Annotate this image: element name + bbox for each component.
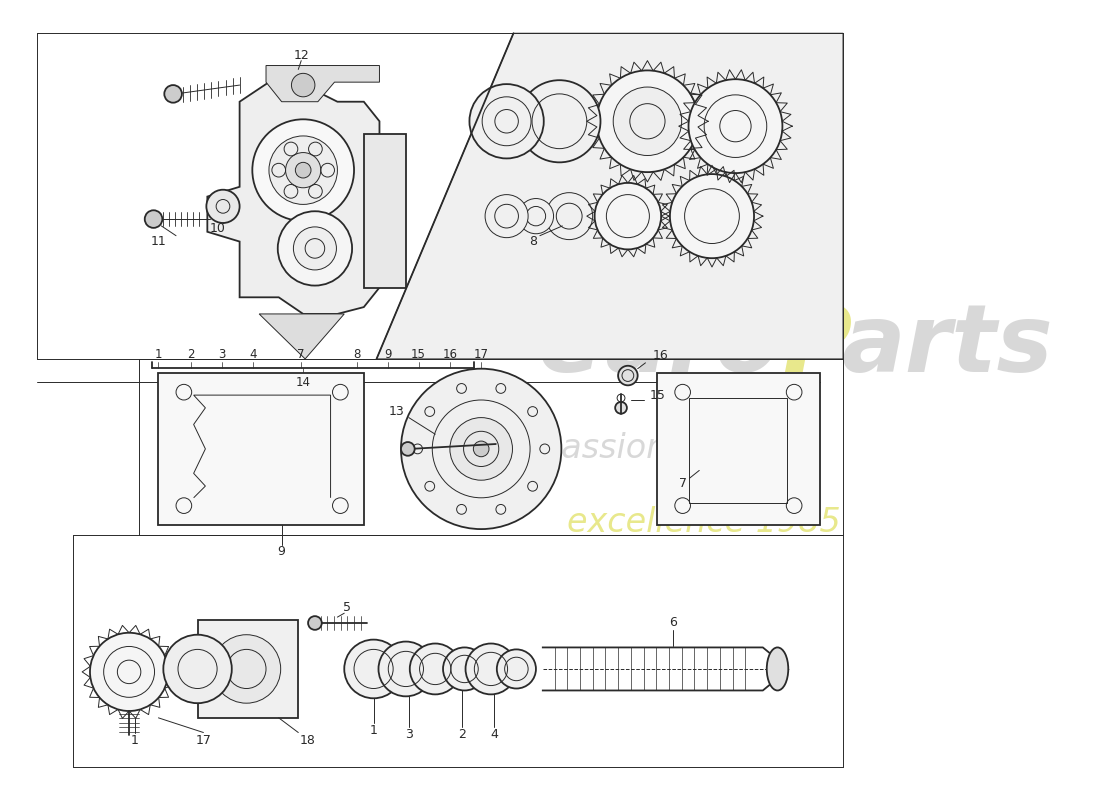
Polygon shape <box>266 66 380 102</box>
Text: a passion for: a passion for <box>508 432 724 466</box>
Text: 3: 3 <box>405 728 412 741</box>
Circle shape <box>595 183 661 250</box>
Ellipse shape <box>767 647 789 690</box>
Circle shape <box>546 193 593 240</box>
Circle shape <box>90 633 168 711</box>
Text: euro: euro <box>538 300 781 392</box>
Text: 9: 9 <box>277 545 286 558</box>
Circle shape <box>164 85 182 102</box>
Text: 1: 1 <box>370 724 377 737</box>
Circle shape <box>212 634 280 703</box>
Text: 2: 2 <box>458 728 465 741</box>
Text: 12: 12 <box>294 50 309 62</box>
Polygon shape <box>158 373 364 525</box>
Circle shape <box>268 136 338 205</box>
Text: 16: 16 <box>442 347 458 361</box>
Text: 15: 15 <box>649 389 666 402</box>
Text: 10: 10 <box>209 222 226 235</box>
Circle shape <box>613 87 682 155</box>
Circle shape <box>286 153 321 188</box>
Circle shape <box>378 642 433 696</box>
Text: excellence 1985: excellence 1985 <box>568 506 842 538</box>
Circle shape <box>294 227 337 270</box>
Polygon shape <box>364 134 406 287</box>
Circle shape <box>308 616 322 630</box>
Circle shape <box>402 369 561 529</box>
Text: 13: 13 <box>388 406 404 418</box>
Text: 15: 15 <box>411 347 426 361</box>
Circle shape <box>497 650 536 689</box>
Text: 9: 9 <box>385 347 392 361</box>
Text: P: P <box>782 300 851 392</box>
Circle shape <box>618 366 638 386</box>
Circle shape <box>689 79 782 173</box>
Circle shape <box>292 74 315 97</box>
Text: 1: 1 <box>131 734 139 747</box>
Circle shape <box>485 194 528 238</box>
Text: 6: 6 <box>669 617 676 630</box>
Polygon shape <box>198 620 298 718</box>
Text: 18: 18 <box>300 734 316 747</box>
Text: 2: 2 <box>187 347 195 361</box>
Text: 7: 7 <box>297 347 305 361</box>
Circle shape <box>518 80 601 162</box>
Text: 8: 8 <box>529 235 537 248</box>
Circle shape <box>344 640 403 698</box>
Circle shape <box>473 441 490 457</box>
Polygon shape <box>376 34 843 359</box>
Circle shape <box>443 647 486 690</box>
Circle shape <box>163 634 232 703</box>
Text: 17: 17 <box>196 734 211 747</box>
Text: 4: 4 <box>250 347 257 361</box>
Text: 5: 5 <box>343 601 351 614</box>
Text: 11: 11 <box>151 235 166 248</box>
Polygon shape <box>260 314 344 359</box>
Circle shape <box>252 119 354 221</box>
Circle shape <box>410 643 461 694</box>
Text: 3: 3 <box>218 347 226 361</box>
Text: 4: 4 <box>490 728 498 741</box>
Text: 1: 1 <box>155 347 162 361</box>
Circle shape <box>670 174 754 258</box>
Circle shape <box>596 70 698 172</box>
Circle shape <box>296 162 311 178</box>
Circle shape <box>470 84 543 158</box>
Circle shape <box>465 643 516 694</box>
Circle shape <box>518 198 553 234</box>
Text: 16: 16 <box>652 350 668 362</box>
Text: 14: 14 <box>296 376 310 389</box>
Circle shape <box>615 402 627 414</box>
Text: 7: 7 <box>679 477 686 490</box>
Text: arts: arts <box>842 300 1053 392</box>
Circle shape <box>145 210 163 228</box>
Circle shape <box>450 418 513 480</box>
Circle shape <box>207 190 240 223</box>
Circle shape <box>278 211 352 286</box>
Text: 17: 17 <box>474 347 488 361</box>
Polygon shape <box>207 82 380 314</box>
Polygon shape <box>657 373 820 525</box>
Text: 8: 8 <box>353 347 361 361</box>
Circle shape <box>402 442 415 456</box>
